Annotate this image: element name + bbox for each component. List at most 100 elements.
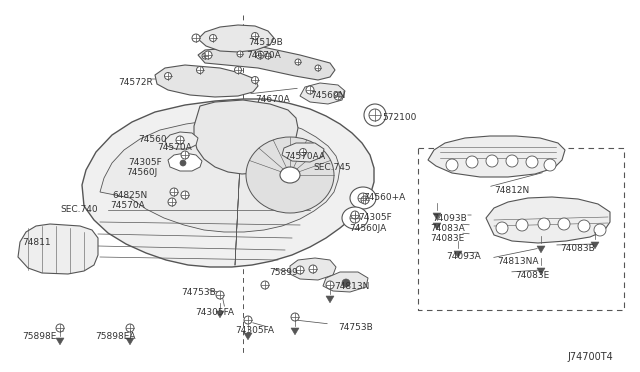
Polygon shape <box>326 296 334 303</box>
Circle shape <box>202 53 208 59</box>
Circle shape <box>234 67 241 74</box>
Text: 75899: 75899 <box>269 268 298 277</box>
Text: 74083E: 74083E <box>430 234 464 243</box>
Text: 74670A: 74670A <box>255 95 290 104</box>
Circle shape <box>181 151 189 159</box>
Circle shape <box>56 324 64 332</box>
Polygon shape <box>537 246 545 253</box>
Circle shape <box>361 196 369 204</box>
Circle shape <box>496 222 508 234</box>
Circle shape <box>126 324 134 332</box>
Circle shape <box>326 281 334 289</box>
Text: 74305F: 74305F <box>128 158 162 167</box>
Polygon shape <box>155 65 258 97</box>
Text: 74560: 74560 <box>138 135 166 144</box>
Polygon shape <box>282 143 324 162</box>
Polygon shape <box>198 46 335 80</box>
Circle shape <box>358 193 368 203</box>
Polygon shape <box>82 99 374 267</box>
Circle shape <box>538 218 550 230</box>
Polygon shape <box>194 100 298 174</box>
Text: 572100: 572100 <box>382 113 417 122</box>
Ellipse shape <box>364 104 386 126</box>
Text: 74560JA: 74560JA <box>349 224 387 233</box>
Text: 74753B: 74753B <box>338 323 372 332</box>
Circle shape <box>526 156 538 168</box>
Circle shape <box>306 86 314 94</box>
Text: 74083B: 74083B <box>560 244 595 253</box>
Circle shape <box>594 224 606 236</box>
Polygon shape <box>428 136 565 177</box>
Circle shape <box>351 211 359 219</box>
Polygon shape <box>168 153 202 171</box>
Text: 74083A: 74083A <box>430 224 465 233</box>
Text: 74570A: 74570A <box>110 201 145 210</box>
Circle shape <box>164 73 172 80</box>
Circle shape <box>252 32 259 39</box>
Circle shape <box>204 51 212 59</box>
Circle shape <box>350 213 360 223</box>
Text: 64825N: 64825N <box>112 191 147 200</box>
Circle shape <box>342 279 350 287</box>
Circle shape <box>486 155 498 167</box>
Ellipse shape <box>342 207 368 229</box>
Circle shape <box>196 67 204 74</box>
Polygon shape <box>454 251 462 258</box>
Polygon shape <box>216 311 224 318</box>
Text: 74083E: 74083E <box>515 271 549 280</box>
Polygon shape <box>591 242 599 249</box>
Text: 74305FA: 74305FA <box>235 326 274 335</box>
Circle shape <box>244 316 252 324</box>
Ellipse shape <box>246 137 334 213</box>
Circle shape <box>466 156 478 168</box>
Text: 75898E: 75898E <box>22 332 56 341</box>
Polygon shape <box>433 213 441 220</box>
Circle shape <box>176 136 184 144</box>
Text: SEC.740: SEC.740 <box>60 205 98 214</box>
Circle shape <box>168 198 176 206</box>
Polygon shape <box>56 338 64 345</box>
Polygon shape <box>18 224 98 274</box>
Circle shape <box>170 188 178 196</box>
Circle shape <box>252 77 259 83</box>
Circle shape <box>192 34 200 42</box>
Polygon shape <box>291 328 299 335</box>
Polygon shape <box>126 338 134 345</box>
Circle shape <box>578 220 590 232</box>
Text: 74570AA: 74570AA <box>284 152 325 161</box>
Circle shape <box>261 281 269 289</box>
Polygon shape <box>300 83 345 104</box>
Text: 74093B: 74093B <box>432 214 467 223</box>
Circle shape <box>544 159 556 171</box>
Text: 74572R: 74572R <box>118 78 153 87</box>
Polygon shape <box>165 132 198 149</box>
Circle shape <box>300 148 307 155</box>
Polygon shape <box>323 272 368 292</box>
Text: 74560+A: 74560+A <box>363 193 405 202</box>
Text: 74519B: 74519B <box>248 38 283 47</box>
Text: 74093A: 74093A <box>446 252 481 261</box>
Circle shape <box>558 218 570 230</box>
Polygon shape <box>537 268 545 275</box>
Circle shape <box>237 51 243 57</box>
Circle shape <box>334 92 342 100</box>
Text: 74570A: 74570A <box>157 143 192 152</box>
Text: 74813N: 74813N <box>334 282 369 291</box>
Circle shape <box>369 109 381 121</box>
Circle shape <box>291 313 299 321</box>
Circle shape <box>216 291 224 299</box>
Polygon shape <box>486 197 610 243</box>
Circle shape <box>506 155 518 167</box>
Circle shape <box>256 51 264 59</box>
Circle shape <box>309 265 317 273</box>
Circle shape <box>295 59 301 65</box>
Text: 74560J: 74560J <box>126 168 157 177</box>
Circle shape <box>315 65 321 71</box>
Text: 74569N: 74569N <box>310 91 346 100</box>
Text: 75898EA: 75898EA <box>95 332 136 341</box>
Polygon shape <box>198 25 274 52</box>
Ellipse shape <box>280 167 300 183</box>
Text: 74305F: 74305F <box>358 213 392 222</box>
Circle shape <box>209 35 216 42</box>
Text: 74305FA: 74305FA <box>195 308 234 317</box>
